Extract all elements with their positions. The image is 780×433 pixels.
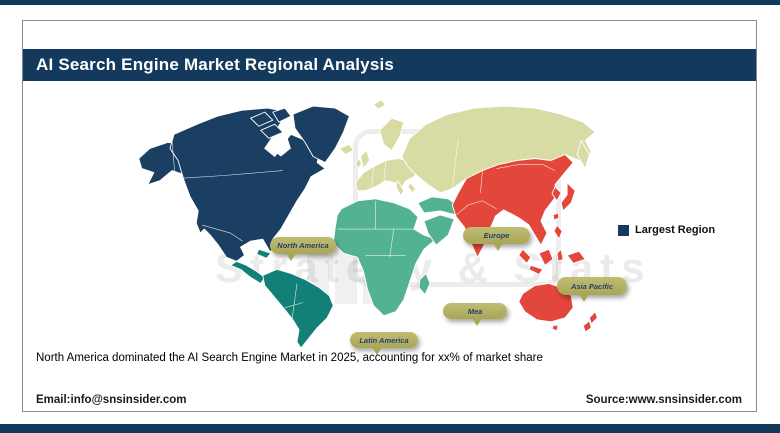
- report-frame: AI Search Engine Market Regional Analysi…: [22, 20, 757, 412]
- hudson-bay: [272, 136, 291, 157]
- region-europe: [338, 99, 596, 197]
- label-europe: Europe: [463, 227, 530, 251]
- region-latin-america: [230, 248, 334, 348]
- label-asia-pacific: Asia Pacific: [557, 277, 627, 302]
- footer-email: Email:info@snsinsider.com: [36, 394, 187, 406]
- market-caption: North America dominated the AI Search En…: [36, 352, 543, 364]
- legend-label: Largest Region: [635, 224, 716, 236]
- top-accent-bar: [0, 0, 780, 5]
- country-borders: [171, 138, 556, 320]
- label-mea: Mea: [443, 303, 507, 326]
- world-map-area: Strategy & Stats: [111, 96, 644, 355]
- bottom-accent-bar: [0, 424, 780, 433]
- page-title: AI Search Engine Market Regional Analysi…: [23, 49, 756, 81]
- world-map: [138, 99, 598, 348]
- label-latin-america: Latin America: [350, 332, 418, 355]
- region-mea: [332, 196, 461, 317]
- legend-swatch-icon: [618, 224, 629, 236]
- legend: Largest Region: [618, 224, 715, 236]
- label-north-america: North America: [270, 237, 336, 261]
- footer-source: Source:www.snsinsider.com: [585, 394, 742, 406]
